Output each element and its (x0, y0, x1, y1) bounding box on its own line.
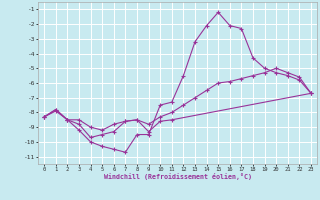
X-axis label: Windchill (Refroidissement éolien,°C): Windchill (Refroidissement éolien,°C) (104, 173, 252, 180)
